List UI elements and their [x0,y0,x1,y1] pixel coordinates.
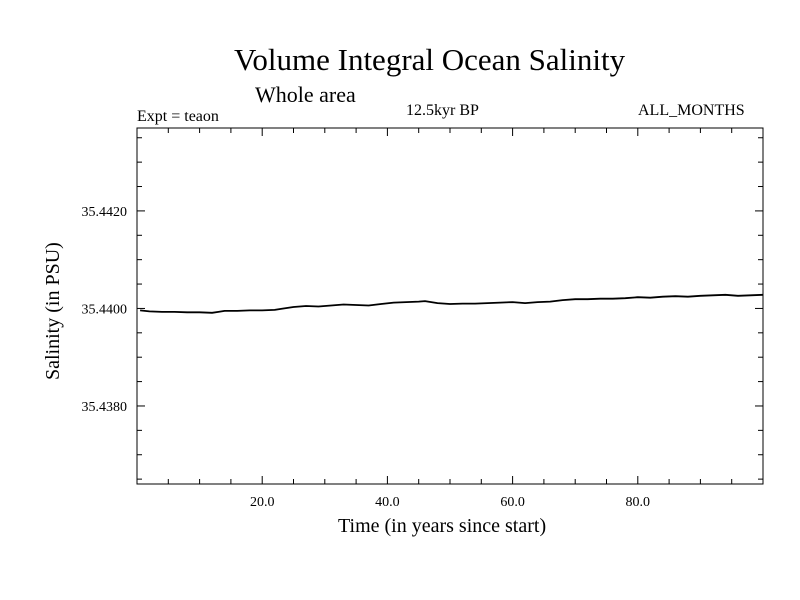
chart-subtitle: Whole area [255,82,356,107]
x-tick-label: 40.0 [375,495,400,510]
x-tick-label: 60.0 [500,495,525,510]
experiment-label: Expt = teaon [137,108,219,125]
y-tick-label: 35.4420 [82,205,128,220]
x-tick-label: 20.0 [250,495,275,510]
months-label: ALL_MONTHS [638,102,745,119]
salinity-series-line [140,293,764,314]
y-tick-label: 35.4400 [82,302,128,317]
x-tick-label: 80.0 [626,495,651,510]
y-tick-label: 35.4380 [82,400,128,415]
x-axis-label: Time (in years since start) [338,515,547,537]
period-label: 12.5kyr BP [406,102,479,119]
chart-title: Volume Integral Ocean Salinity [234,42,626,77]
plot-frame [136,127,764,485]
